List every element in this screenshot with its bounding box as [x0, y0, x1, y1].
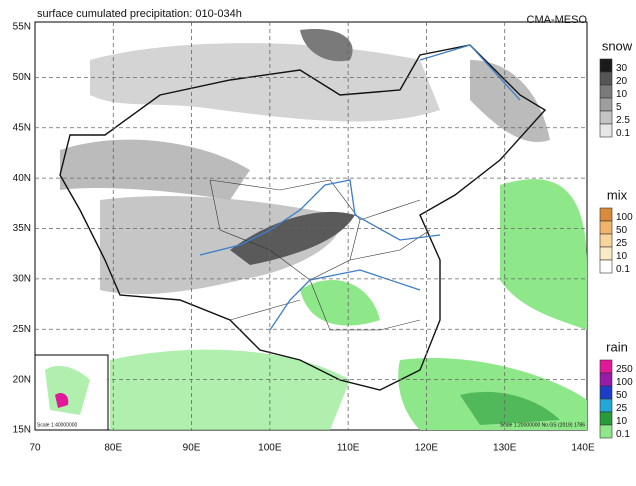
- legend-swatch: [599, 123, 613, 138]
- legend-label: 25: [616, 238, 628, 249]
- snow-fields: [60, 29, 550, 295]
- legend-swatch: [599, 259, 613, 274]
- legend-label: 5: [616, 102, 622, 113]
- legend-swatch: [599, 207, 613, 222]
- legend-label: 0.1: [616, 429, 630, 440]
- legend-swatch: [599, 398, 613, 413]
- lon-label: 90E: [183, 443, 201, 454]
- inset-map: [34, 354, 109, 431]
- lat-label: 15N: [13, 425, 31, 436]
- inset-scale: Scale 1:40000000: [37, 422, 78, 428]
- lon-label: 100E: [258, 443, 282, 454]
- legend-swatch: [599, 97, 613, 112]
- legend-title: mix: [607, 187, 628, 202]
- lat-label: 50N: [13, 72, 31, 83]
- legend-swatch: [599, 372, 613, 387]
- legend-swatch: [599, 424, 613, 439]
- lat-label: 35N: [13, 223, 31, 234]
- lon-label: 120E: [415, 443, 439, 454]
- legend-label: 250: [616, 364, 633, 375]
- legends: snow 30 20 10 5 2.5 0.1 mix 100 50 25 10 0.1 rain 250 1…: [599, 38, 633, 440]
- legend-label: 30: [616, 63, 628, 74]
- legend-label: 2.5: [616, 115, 630, 126]
- legend-label: 50: [616, 390, 628, 401]
- legend-swatch: [599, 233, 613, 248]
- lat-label: 45N: [13, 122, 31, 133]
- lon-label: 70: [29, 443, 41, 454]
- legend-label: 50: [616, 225, 628, 236]
- legend-swatch: [599, 359, 613, 374]
- lat-label: 55N: [13, 22, 31, 33]
- legend-label: 10: [616, 416, 628, 427]
- legend-title: rain: [606, 339, 628, 354]
- legend-swatch: [599, 110, 613, 125]
- borders: [59, 44, 547, 391]
- lon-label: 130E: [493, 443, 517, 454]
- legend-label: 25: [616, 403, 628, 414]
- legend-label: 10: [616, 251, 628, 262]
- rain-fields: [110, 179, 587, 430]
- lat-label: 20N: [13, 374, 31, 385]
- legend-label: 100: [616, 377, 633, 388]
- legend-label: 20: [616, 76, 628, 87]
- lat-label: 30N: [13, 274, 31, 285]
- legend-swatch: [599, 84, 613, 99]
- legend-swatch: [599, 385, 613, 400]
- lon-label: 80E: [104, 443, 122, 454]
- legend-label: 100: [616, 212, 633, 223]
- lon-label: 140E: [571, 443, 595, 454]
- graticule: 55N 50N 45N 40N 35N 30N 25N 20N 15N 70 80E 90E 100E 1…: [13, 22, 595, 454]
- legend-swatch: [599, 71, 613, 86]
- map-note: Scale 1:20000000 No.GS (2019) 1786: [500, 422, 585, 428]
- legend-label: 0.1: [616, 264, 630, 275]
- legend-swatch: [599, 220, 613, 235]
- lon-label: 110E: [337, 443, 360, 454]
- legend-label: 0.1: [616, 128, 630, 139]
- legend-swatch: [599, 246, 613, 261]
- lat-label: 25N: [13, 324, 31, 335]
- legend-title: snow: [602, 38, 633, 53]
- source: CMA-MESO: [527, 14, 588, 26]
- legend-swatch: [599, 58, 613, 73]
- legend-swatch: [599, 411, 613, 426]
- legend-label: 10: [616, 89, 628, 100]
- title: surface cumulated precipitation: 010-034…: [37, 8, 242, 20]
- lat-label: 40N: [13, 173, 31, 184]
